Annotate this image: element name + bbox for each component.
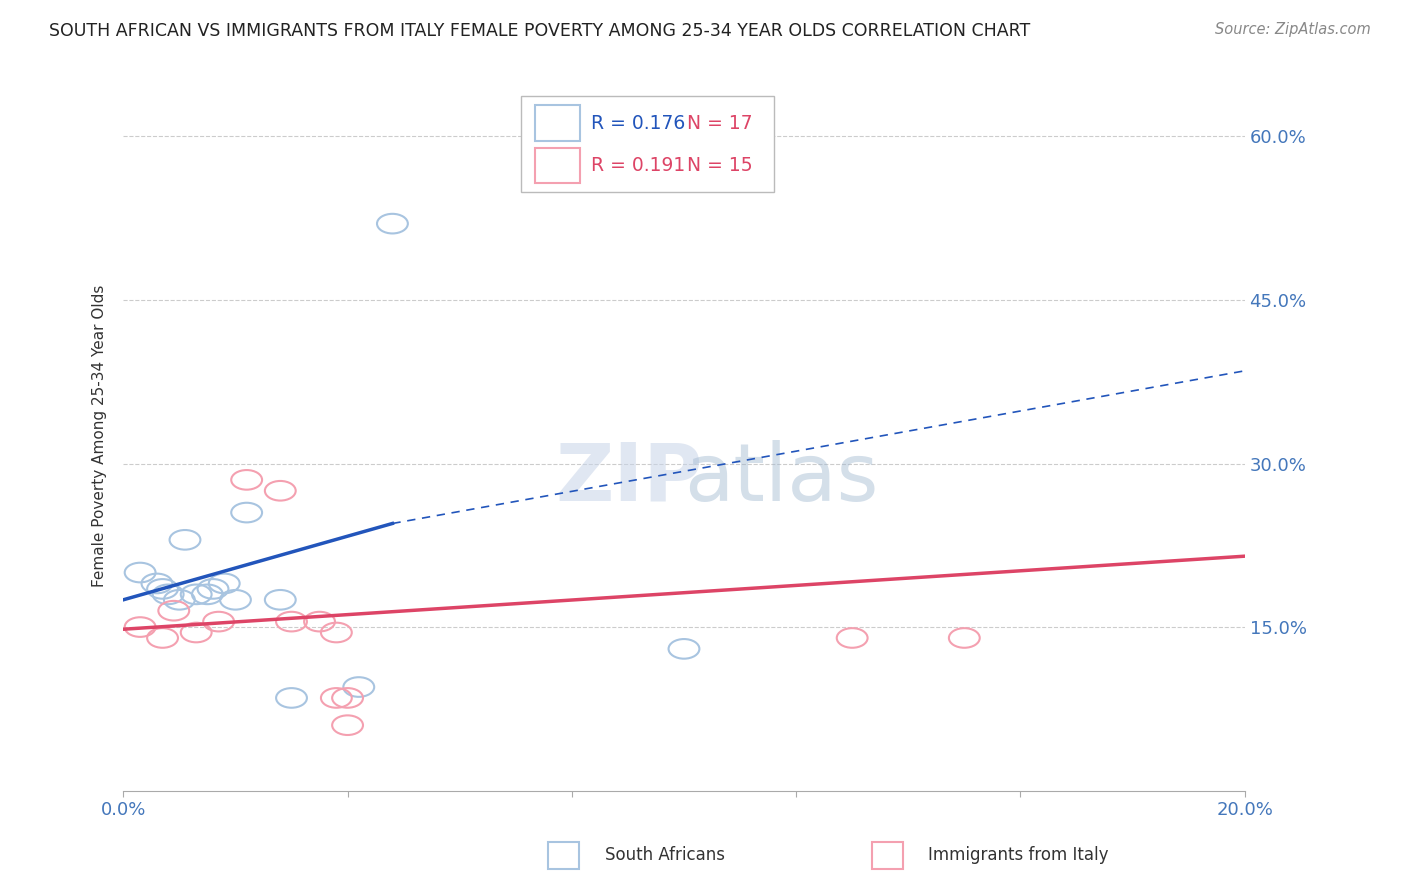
FancyBboxPatch shape [534,148,579,183]
Y-axis label: Female Poverty Among 25-34 Year Olds: Female Poverty Among 25-34 Year Olds [93,285,107,588]
Text: atlas: atlas [683,440,879,517]
Text: R = 0.176: R = 0.176 [591,113,685,133]
Text: N = 17: N = 17 [688,113,754,133]
FancyBboxPatch shape [522,96,773,192]
Text: Source: ZipAtlas.com: Source: ZipAtlas.com [1215,22,1371,37]
FancyBboxPatch shape [534,105,579,141]
Text: SOUTH AFRICAN VS IMMIGRANTS FROM ITALY FEMALE POVERTY AMONG 25-34 YEAR OLDS CORR: SOUTH AFRICAN VS IMMIGRANTS FROM ITALY F… [49,22,1031,40]
Text: South Africans: South Africans [605,846,724,863]
Text: ZIP: ZIP [555,440,702,517]
Text: R = 0.191: R = 0.191 [591,156,685,175]
Text: N = 15: N = 15 [688,156,754,175]
Text: Immigrants from Italy: Immigrants from Italy [928,846,1108,863]
